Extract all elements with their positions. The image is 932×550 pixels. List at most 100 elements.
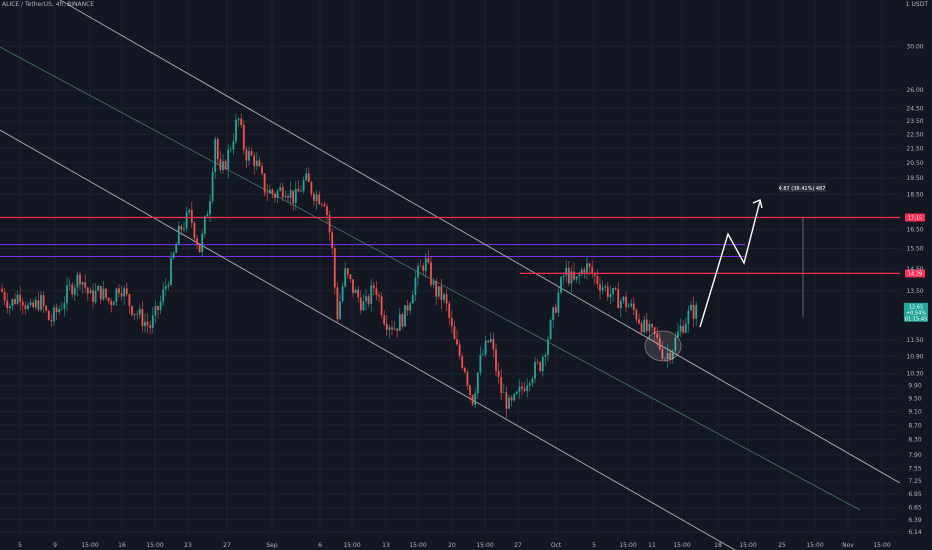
candle-body: [274, 193, 276, 198]
projection-arrowhead: [752, 199, 763, 209]
candle-body: [271, 189, 274, 194]
candle-body: [315, 194, 318, 202]
y-tick-label: 24.50: [906, 105, 923, 112]
candle-body: [489, 338, 492, 342]
candle-body: [515, 391, 518, 394]
candle-body: [510, 397, 513, 401]
candle-body: [427, 258, 430, 263]
candle-body: [266, 192, 269, 194]
candle-body: [170, 257, 172, 285]
x-tick-label: 6: [318, 542, 322, 549]
y-tick-label: 8.70: [908, 422, 922, 429]
candle-body: [354, 289, 357, 294]
x-tick-label: 18: [714, 542, 722, 549]
candle-body: [185, 212, 188, 229]
candle-body: [651, 324, 653, 328]
candle-body: [349, 274, 352, 280]
candle-body: [310, 181, 313, 194]
candle-body: [365, 296, 367, 302]
candle-body: [388, 327, 391, 330]
y-tick-label: 7.55: [908, 466, 922, 473]
candle-body: [196, 238, 198, 245]
candle-body: [617, 289, 620, 309]
candle-body: [157, 306, 159, 311]
candle-body: [344, 268, 347, 287]
candle-body: [287, 195, 289, 198]
candle-body: [37, 300, 40, 310]
candle-body: [497, 370, 500, 378]
candle-body: [437, 286, 440, 297]
x-tick-label: 13: [382, 542, 390, 549]
candle-body: [484, 340, 487, 355]
candle-body: [89, 290, 92, 294]
candle-body: [86, 287, 89, 294]
candle-body: [666, 352, 669, 360]
candle-body: [653, 327, 656, 334]
candle-body: [424, 258, 427, 271]
x-tick-label: 15:00: [673, 542, 690, 549]
candle-body: [172, 252, 175, 258]
candle-body: [112, 302, 115, 306]
candle-body: [242, 125, 245, 150]
candle-body: [305, 173, 308, 181]
candle-body: [138, 309, 141, 315]
candle-body: [21, 301, 24, 306]
candle-body: [684, 323, 687, 333]
candle-body: [232, 141, 235, 150]
candle-body: [619, 300, 622, 309]
candle-body: [466, 372, 469, 386]
y-tick-label: 21.50: [906, 145, 923, 152]
candle-body: [570, 271, 573, 284]
candle-body: [164, 286, 167, 290]
candle-body: [331, 232, 334, 249]
x-tick-label: 5: [592, 542, 596, 549]
x-tick-label: Nov: [842, 542, 854, 549]
candle-body: [40, 295, 42, 310]
candle-body: [292, 190, 295, 204]
candle-body: [593, 273, 596, 277]
candle-body: [125, 288, 128, 295]
y-tick-label: 11.50: [906, 337, 923, 344]
candle-body: [404, 305, 406, 327]
candle-body: [190, 210, 193, 223]
candle-body: [144, 321, 146, 327]
candle-body: [534, 361, 536, 379]
candle-body: [14, 299, 16, 304]
channel-middle: [0, 46, 861, 511]
candle-body: [687, 310, 690, 324]
candle-body: [492, 338, 495, 350]
candle-body: [222, 161, 224, 170]
candle-body: [450, 317, 453, 327]
candle-body: [523, 388, 526, 392]
candle-body: [578, 274, 581, 277]
candle-body: [398, 314, 401, 331]
candle-body: [193, 222, 196, 239]
candle-body: [664, 358, 666, 360]
candle-body: [445, 294, 448, 304]
candle-body: [50, 320, 53, 322]
candle-body: [677, 331, 679, 338]
resistance-tag-label: 17.15: [908, 216, 922, 222]
candle-body: [102, 288, 105, 300]
chart-title: ALICE / TetherUS, 4h, BINANCE: [2, 1, 95, 8]
candle-body: [300, 191, 302, 192]
y-tick-label: 6.14: [908, 529, 922, 536]
candle-body: [357, 289, 360, 298]
candle-body: [661, 349, 664, 359]
candle-body: [518, 386, 521, 392]
candle-body: [323, 204, 326, 207]
projection-arrow: [699, 200, 761, 328]
candle-body: [557, 292, 560, 313]
candle-body: [128, 294, 131, 307]
candle-body: [648, 324, 651, 332]
candle-body: [471, 394, 474, 405]
candle-body: [279, 187, 282, 191]
candle-body: [440, 286, 443, 301]
candle-body: [565, 267, 568, 276]
candle-body: [419, 265, 422, 267]
candle-body: [245, 149, 248, 161]
candle-body: [461, 356, 464, 368]
candle-body: [6, 300, 9, 309]
candle-body: [614, 288, 617, 290]
